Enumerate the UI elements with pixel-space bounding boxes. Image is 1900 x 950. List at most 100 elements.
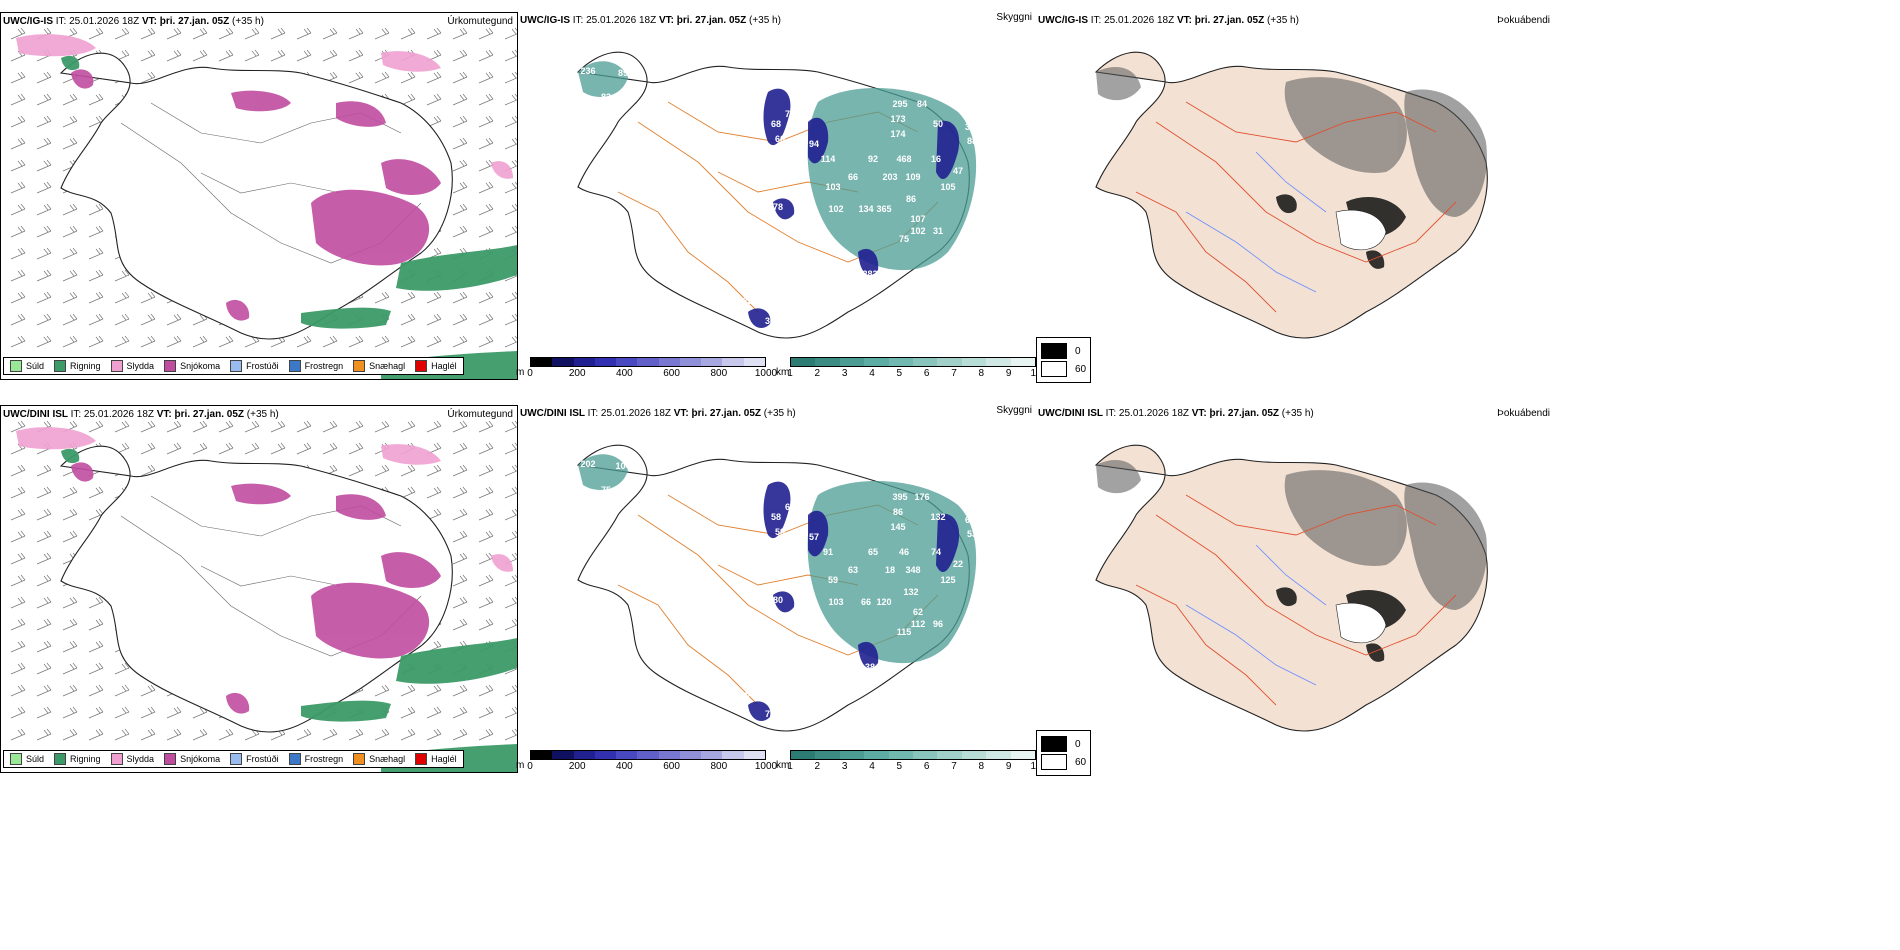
colorbar-cell [839, 751, 865, 759]
model-label: UWC/DINI ISL [520, 408, 588, 419]
wind-barb [62, 335, 78, 348]
colorbar-tick: 200 [568, 761, 586, 772]
colorbar-tick: 200 [568, 368, 586, 379]
colorbar-tick: 0 [527, 761, 533, 772]
wind-barb [374, 464, 390, 477]
visibility-value-label: 114 [821, 154, 836, 164]
wind-barb [348, 728, 364, 741]
colorbar-cell [701, 358, 723, 366]
wind-barb [88, 225, 104, 238]
snow-areas [71, 462, 441, 714]
wind-barb [504, 27, 517, 40]
colorbar-cell [552, 751, 574, 759]
wind-barb [452, 552, 468, 565]
colorbar-tick: 4 [869, 761, 875, 772]
wind-barb [36, 291, 52, 304]
road-network [1135, 101, 1457, 313]
precip-legend-item: Snæhagl [353, 360, 405, 372]
wind-barb [296, 442, 312, 455]
colorbar-cell [1010, 751, 1036, 759]
colorbar-cell [701, 751, 723, 759]
visibility-value-label: 98 [845, 657, 855, 667]
colorbar-cell [986, 751, 1011, 759]
wind-barb [36, 684, 52, 697]
visibility-value-label: 74 [931, 547, 941, 557]
wind-barb [296, 27, 312, 40]
colorbar-unit: km [776, 367, 790, 378]
wind-barb [426, 313, 442, 326]
wind-barb [478, 93, 494, 106]
wind-barb [504, 684, 517, 697]
wind-barb [88, 662, 104, 675]
wind-barb [10, 137, 26, 150]
wind-barb [192, 728, 208, 741]
wind-barb [296, 49, 312, 62]
wind-barb [478, 181, 494, 194]
init-time: IT: 25.01.2026 18Z [70, 409, 157, 420]
wind-barb [62, 313, 78, 326]
colorbar-cell [986, 358, 1011, 366]
visibility-value-label: 86 [906, 194, 916, 204]
visibility-value-label: 189 [880, 66, 895, 76]
wind-barb [426, 27, 442, 40]
visibility-value-label: 78 [773, 202, 783, 212]
wind-barb [426, 93, 442, 106]
wind-barb [114, 706, 130, 719]
wind-barb [244, 49, 260, 62]
visibility-value-label: 75 [899, 234, 909, 244]
panel-title-visibility: Skyggni [996, 12, 1032, 23]
wind-barb [88, 247, 104, 260]
legend-swatch [230, 753, 243, 765]
wind-barb [478, 596, 494, 609]
wind-barb [62, 662, 78, 675]
visibility-km-colorbar: 12345678910 km [776, 750, 1042, 772]
wind-barb [374, 335, 390, 348]
wind-barb [140, 684, 156, 697]
fog-swatch-dark [1041, 736, 1067, 752]
visibility-value-label: 73 [785, 109, 795, 119]
wind-barb [36, 181, 52, 194]
wind-barb [62, 728, 78, 741]
visibility-value-label: 96 [933, 619, 943, 629]
wind-barb [114, 291, 130, 304]
legend-label: Slydda [126, 361, 155, 371]
wind-barb [140, 335, 156, 348]
panel-title-precip: Úrkomutegund [447, 409, 513, 420]
colorbar-cell [722, 751, 744, 759]
visibility-value-label: 63 [965, 515, 975, 525]
visibility-value-label: 66 [848, 172, 858, 182]
visibility-value-label: 38 [865, 662, 875, 672]
precip-type-panel: UWC/DINI ISL IT: 25.01.2026 18Z VT: þri.… [0, 405, 518, 773]
snow-areas [71, 69, 441, 321]
legend-label: Snæhagl [369, 361, 406, 371]
visibility-value-label: 112 [911, 619, 926, 629]
visibility-value-label: 89 [618, 68, 628, 78]
colorbar-cell [961, 751, 987, 759]
wind-barb [10, 728, 26, 741]
wind-barb [504, 618, 517, 631]
visibility-value-label: 145 [890, 522, 905, 532]
visibility-value-label: 88 [967, 136, 977, 146]
visibility-panel: 202 104 75 58 60 59 57 91 103 290 175 395 176 86 145 13… [516, 405, 1042, 773]
visibility-value-label: 84 [917, 99, 927, 109]
colorbar-cell [864, 751, 889, 759]
precip-legend-item: Snæhagl [353, 753, 405, 765]
wind-barb [36, 203, 52, 216]
wind-barb [10, 335, 26, 348]
wind-barb [504, 115, 517, 128]
wind-barb [36, 159, 52, 172]
wind-barb [426, 486, 442, 499]
colorbar-tick: 800 [710, 761, 728, 772]
wind-barb [400, 464, 416, 477]
wind-barb [452, 313, 468, 326]
precip-legend-item: Snjókoma [164, 753, 220, 765]
visibility-value-label: 66 [775, 134, 785, 144]
visibility-value-label: 60 [785, 502, 795, 512]
visibility-value-label: 176 [914, 492, 929, 502]
colorbar-cell [888, 358, 914, 366]
wind-barb [62, 203, 78, 216]
wind-barb [504, 137, 517, 150]
visibility-value-label: 31 [933, 226, 943, 236]
colorbar-cell [864, 358, 889, 366]
